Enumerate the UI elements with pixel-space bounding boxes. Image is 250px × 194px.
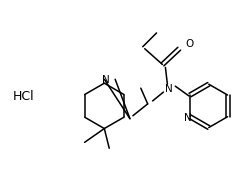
- Text: N: N: [165, 84, 172, 94]
- Text: N: N: [184, 113, 191, 123]
- Text: O: O: [184, 39, 192, 49]
- Text: HCl: HCl: [12, 90, 34, 104]
- Text: N: N: [102, 75, 110, 85]
